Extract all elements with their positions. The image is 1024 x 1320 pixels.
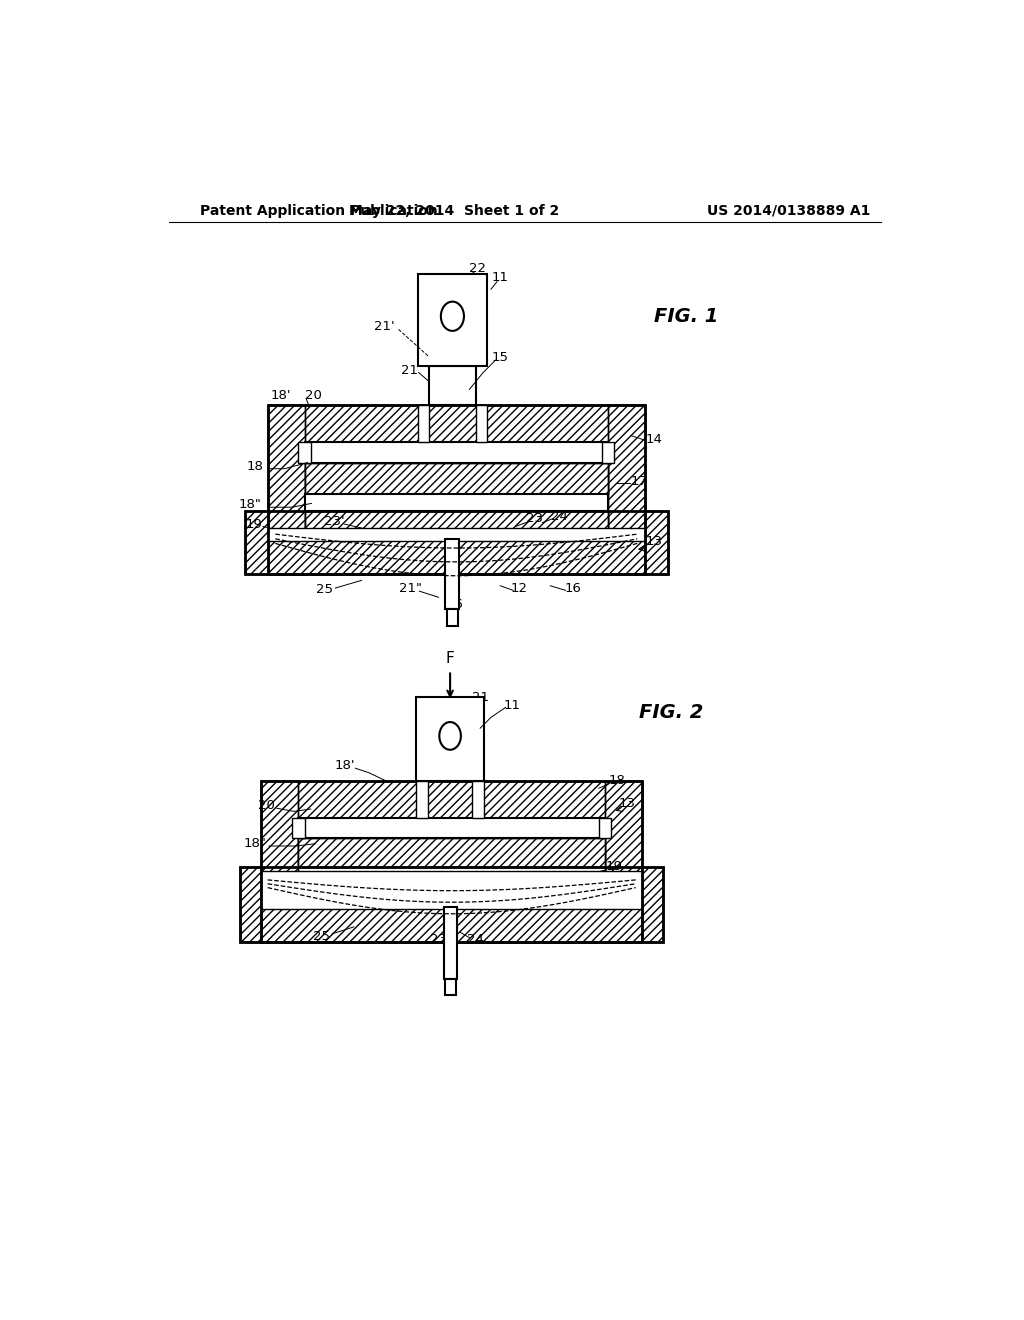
Text: 17: 17 xyxy=(630,475,647,488)
Bar xyxy=(418,275,487,367)
Bar xyxy=(418,405,429,442)
Text: 18: 18 xyxy=(247,459,264,473)
Bar xyxy=(267,537,645,574)
Bar xyxy=(444,907,457,979)
Bar xyxy=(447,609,458,626)
Bar xyxy=(292,817,304,837)
Bar xyxy=(605,780,642,942)
Text: US 2014/0138889 A1: US 2014/0138889 A1 xyxy=(707,203,870,218)
Bar xyxy=(245,511,668,574)
Bar xyxy=(267,405,645,442)
Text: 24: 24 xyxy=(551,510,568,523)
Text: 12: 12 xyxy=(511,582,528,594)
Text: 15: 15 xyxy=(492,351,509,363)
Text: 25: 25 xyxy=(313,929,330,942)
Bar xyxy=(475,405,487,442)
Text: 18': 18' xyxy=(335,759,355,772)
Bar xyxy=(444,979,456,995)
Bar xyxy=(261,871,642,909)
Text: 18": 18" xyxy=(244,837,266,850)
Text: 21": 21" xyxy=(398,582,422,594)
Bar xyxy=(416,697,484,780)
Text: 14: 14 xyxy=(646,433,663,446)
Bar xyxy=(602,442,614,463)
Bar xyxy=(642,867,664,942)
Bar xyxy=(304,463,608,494)
Bar xyxy=(298,817,605,837)
Bar xyxy=(298,837,605,867)
Text: 19: 19 xyxy=(246,517,262,531)
Text: 11: 11 xyxy=(492,271,509,284)
Text: 18": 18" xyxy=(239,499,261,511)
Bar xyxy=(416,780,428,817)
Bar xyxy=(261,780,642,942)
Bar xyxy=(304,511,608,536)
Bar xyxy=(472,780,484,817)
Bar xyxy=(304,511,608,536)
Bar xyxy=(599,817,611,837)
Text: 19: 19 xyxy=(605,861,623,874)
Text: May 22, 2014  Sheet 1 of 2: May 22, 2014 Sheet 1 of 2 xyxy=(349,203,559,218)
Bar xyxy=(240,867,664,942)
Bar xyxy=(261,780,298,942)
Ellipse shape xyxy=(441,301,464,331)
Bar xyxy=(304,463,608,494)
Text: 23: 23 xyxy=(430,933,447,946)
Bar xyxy=(240,867,261,942)
Bar xyxy=(445,539,460,609)
Bar xyxy=(608,405,645,574)
Text: 18: 18 xyxy=(608,774,626,787)
Text: 16: 16 xyxy=(565,582,582,594)
Bar xyxy=(261,780,298,942)
Text: 22: 22 xyxy=(469,261,485,275)
Bar xyxy=(298,442,310,463)
Text: 25: 25 xyxy=(316,583,333,597)
Bar xyxy=(608,405,645,574)
Text: 21': 21' xyxy=(375,319,395,333)
Text: 21: 21 xyxy=(472,690,489,704)
Bar xyxy=(261,780,642,817)
Text: F: F xyxy=(445,651,455,667)
Bar xyxy=(304,494,608,511)
Bar xyxy=(304,442,608,463)
Bar xyxy=(645,511,668,574)
Text: 12: 12 xyxy=(605,882,623,895)
Text: 24: 24 xyxy=(467,933,484,946)
Text: 20: 20 xyxy=(305,389,323,403)
Text: 20: 20 xyxy=(258,799,274,812)
Text: 23: 23 xyxy=(525,512,543,525)
Bar xyxy=(267,537,645,574)
Bar xyxy=(267,528,645,541)
Bar xyxy=(267,405,645,574)
Bar xyxy=(605,780,642,942)
Text: Patent Application Publication: Patent Application Publication xyxy=(200,203,437,218)
Bar xyxy=(267,405,645,442)
Bar xyxy=(267,405,304,574)
Text: FIG. 1: FIG. 1 xyxy=(654,306,719,326)
Bar xyxy=(645,511,668,574)
Text: FIG. 2: FIG. 2 xyxy=(639,704,703,722)
Text: 11: 11 xyxy=(503,698,520,711)
Text: 26: 26 xyxy=(445,598,463,611)
Bar xyxy=(245,511,267,574)
Bar xyxy=(261,906,642,942)
Text: 13: 13 xyxy=(618,797,636,810)
Bar xyxy=(240,867,261,942)
Text: 23': 23' xyxy=(324,515,344,528)
Bar xyxy=(261,906,642,942)
Bar xyxy=(429,367,475,405)
Bar xyxy=(267,405,304,574)
Bar xyxy=(245,511,267,574)
Text: 18': 18' xyxy=(270,389,291,403)
Bar xyxy=(298,837,605,867)
Ellipse shape xyxy=(439,722,461,750)
Bar xyxy=(642,867,664,942)
Bar xyxy=(261,780,642,817)
Text: 13: 13 xyxy=(646,536,663,548)
Text: 21: 21 xyxy=(400,363,418,376)
